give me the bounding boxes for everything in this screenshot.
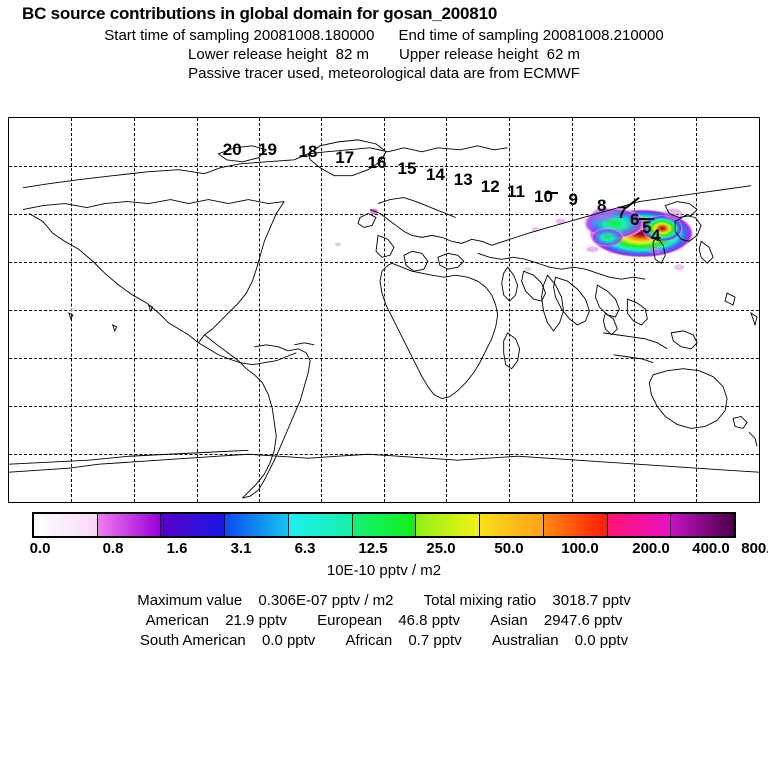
region-name-european: European xyxy=(317,612,383,629)
traj-label-16: 16 xyxy=(367,152,387,172)
lower-release-value: 82 m xyxy=(335,46,369,63)
start-time-label: Start time of sampling xyxy=(104,27,250,44)
start-time: Start time of sampling 20081008.180000 xyxy=(104,27,374,44)
traj-tick-10 xyxy=(546,192,558,195)
traj-label-15: 15 xyxy=(397,158,417,178)
lower-release-label: Lower release height xyxy=(188,46,328,63)
colorbar-tick-6: 25.0 xyxy=(426,540,456,557)
region-value-american: 21.9 pptv xyxy=(225,612,287,629)
tracer-note: Passive tracer used, meteorological data… xyxy=(188,65,580,82)
max-value: 0.306E-07 pptv / m2 xyxy=(258,592,394,609)
colorbar-segment-3 xyxy=(161,514,226,536)
colorbar-segment-5 xyxy=(288,514,353,536)
region-name-african: African xyxy=(345,632,393,649)
colorbar-segment-2 xyxy=(97,514,162,536)
colorbar-gradient xyxy=(32,512,736,538)
colorbar-tick-2: 1.6 xyxy=(166,540,188,557)
traj-label-20: 20 xyxy=(222,140,242,160)
traj-label-19: 19 xyxy=(258,140,277,160)
region-value-african: 0.7 pptv xyxy=(408,632,462,649)
colorbar-tick-1: 0.8 xyxy=(102,540,124,557)
sampling-time-row: Start time of sampling 20081008.180000 E… xyxy=(0,27,768,44)
region-name-south-american: South American xyxy=(139,632,246,649)
region-value-australian: 0.0 pptv xyxy=(574,632,629,649)
traj-label-13: 13 xyxy=(453,170,473,190)
traj-label-17: 17 xyxy=(335,148,355,168)
colorbar-ticks: 0.0 0.8 1.6 3.1 6.3 12.5 25.0 50.0 100.0… xyxy=(0,540,768,560)
colorbar-segment-4 xyxy=(225,514,289,536)
colorbar-tick-9: 200.0 xyxy=(632,540,670,557)
end-time: End time of sampling 20081008.210000 xyxy=(398,27,663,44)
traj-label-8: 8 xyxy=(597,196,607,216)
colorbar-tick-5: 12.5 xyxy=(358,540,388,557)
colorbar-unit-label: 10E-10 pptv / m2 xyxy=(326,562,442,579)
max-and-total-row: Maximum value 0.306E-07 pptv / m2 Total … xyxy=(0,592,768,609)
colorbar-tick-7: 50.0 xyxy=(494,540,524,557)
colorbar-segment-7 xyxy=(416,514,481,536)
traj-label-12: 12 xyxy=(480,176,500,196)
max-value-label: Maximum value xyxy=(137,592,243,609)
map-panel: 20 19 18 17 16 15 14 13 12 11 10 9 8 7 6… xyxy=(8,117,760,503)
region-name-australian: Australian xyxy=(491,632,559,649)
map-canvas: 20 19 18 17 16 15 14 13 12 11 10 9 8 7 6… xyxy=(9,118,759,502)
traj-label-4: 4 xyxy=(651,226,661,246)
statistics-footer: Maximum value 0.306E-07 pptv / m2 Total … xyxy=(0,592,768,652)
traj-tick-6 xyxy=(639,217,654,220)
page-title: BC source contributions in global domain… xyxy=(22,4,498,23)
region-name-asian: Asian xyxy=(490,612,528,629)
traj-label-18: 18 xyxy=(298,141,318,161)
release-height-row: Lower release height 82 m Upper release … xyxy=(0,46,768,63)
region-value-european: 46.8 pptv xyxy=(398,612,461,629)
colorbar-tick-8: 100.0 xyxy=(561,540,599,557)
lower-release-height: Lower release height 82 m xyxy=(188,46,369,63)
total-ratio-value: 3018.7 pptv xyxy=(552,592,631,609)
colorbar-segment-11 xyxy=(671,514,735,536)
colorbar-segment-9 xyxy=(543,514,608,536)
total-ratio-label: Total mixing ratio xyxy=(423,592,537,609)
colorbar-segment-6 xyxy=(352,514,417,536)
colorbar-tick-3: 3.1 xyxy=(230,540,252,557)
region-value-asian: 2947.6 pptv xyxy=(543,612,623,629)
region-row-2: South American 0.0 pptv African 0.7 pptv… xyxy=(0,632,768,649)
upper-release-height: Upper release height 62 m xyxy=(399,46,580,63)
coastline-outlines xyxy=(9,118,759,502)
end-time-label: End time of sampling xyxy=(398,27,539,44)
colorbar-segment-1 xyxy=(34,514,98,536)
region-name-american: American xyxy=(145,612,210,629)
region-value-south-american: 0.0 pptv xyxy=(261,632,316,649)
colorbar-segment-10 xyxy=(607,514,672,536)
colorbar-segment-8 xyxy=(480,514,544,536)
upper-release-label: Upper release height xyxy=(399,46,539,63)
end-time-value: 20081008.210000 xyxy=(542,27,664,44)
traj-label-11: 11 xyxy=(507,181,525,201)
traj-label-14: 14 xyxy=(426,165,445,185)
traj-label-6: 6 xyxy=(630,210,640,230)
start-time-value: 20081008.180000 xyxy=(253,27,375,44)
traj-label-10: 10 xyxy=(534,186,553,206)
traj-label-7: 7 xyxy=(617,202,627,222)
colorbar-tick-11: 800.0 xyxy=(741,540,768,557)
region-row-1: American 21.9 pptv European 46.8 pptv As… xyxy=(0,612,768,629)
traj-label-5: 5 xyxy=(642,218,652,238)
colorbar-tick-0: 0.0 xyxy=(29,540,51,557)
traj-label-9: 9 xyxy=(568,190,578,210)
colorbar-tick-10: 400.0 xyxy=(692,540,730,557)
colorbar-tick-4: 6.3 xyxy=(294,540,316,557)
upper-release-value: 62 m xyxy=(546,46,580,63)
header: BC source contributions in global domain… xyxy=(0,0,768,82)
